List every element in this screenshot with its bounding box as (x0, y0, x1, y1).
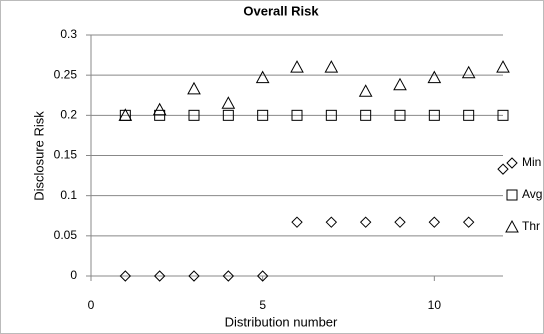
diamond-marker (428, 216, 441, 228)
y-axis-label: Disclosure Risk (31, 111, 46, 201)
diamond-marker (222, 270, 235, 282)
x-tick-label: 0 (88, 298, 95, 312)
y-tick-label: 0.1 (60, 188, 77, 202)
legend-marker (506, 157, 518, 169)
triangle-marker (427, 70, 442, 84)
diamond-marker (394, 216, 406, 228)
triangle-marker (324, 60, 339, 73)
diamond-marker (291, 216, 303, 228)
triangle-marker (152, 102, 167, 116)
x-tick-label: 5 (259, 298, 266, 312)
triangle-marker (187, 81, 201, 95)
triangle-marker (496, 60, 510, 73)
triangle-marker (290, 60, 304, 73)
legend-marker (506, 189, 518, 201)
diamond-marker (188, 270, 200, 282)
chart-title: Overall Risk (243, 3, 319, 18)
diamond-marker (325, 216, 338, 228)
x-tick-label: 10 (428, 298, 442, 312)
legend-label: Avg (522, 187, 542, 201)
y-tick-label: 0.2 (60, 108, 77, 122)
triangle-marker (118, 108, 133, 121)
triangle-marker (221, 96, 236, 109)
legend-label: Min (522, 155, 541, 169)
diamond-marker (256, 270, 269, 282)
square-marker (257, 109, 269, 121)
legend-label: Thr (522, 219, 540, 233)
square-marker (222, 109, 234, 121)
square-marker (463, 109, 475, 121)
y-tick-label: 0.3 (60, 27, 77, 41)
diamond-marker (153, 270, 166, 282)
square-marker (428, 109, 440, 121)
square-marker (497, 109, 509, 121)
square-marker (188, 109, 200, 121)
diamond-marker (119, 270, 132, 282)
square-marker (291, 109, 303, 121)
square-marker (154, 109, 166, 121)
triangle-marker (393, 77, 407, 91)
y-tick-label: 0.05 (54, 228, 78, 242)
y-tick-label: 0.15 (54, 148, 78, 162)
diamond-marker (497, 163, 509, 175)
triangle-marker (358, 84, 373, 97)
y-tick-label: 0 (70, 268, 77, 282)
diamond-marker (359, 216, 372, 228)
legend-marker (505, 219, 519, 233)
square-marker (360, 109, 372, 121)
x-axis-label: Distribution number (225, 314, 338, 329)
y-tick-label: 0.25 (54, 67, 78, 81)
diamond-marker (462, 216, 475, 228)
triangle-marker (255, 70, 270, 84)
triangle-marker (461, 65, 476, 79)
square-marker (325, 109, 337, 121)
square-marker (394, 109, 406, 121)
